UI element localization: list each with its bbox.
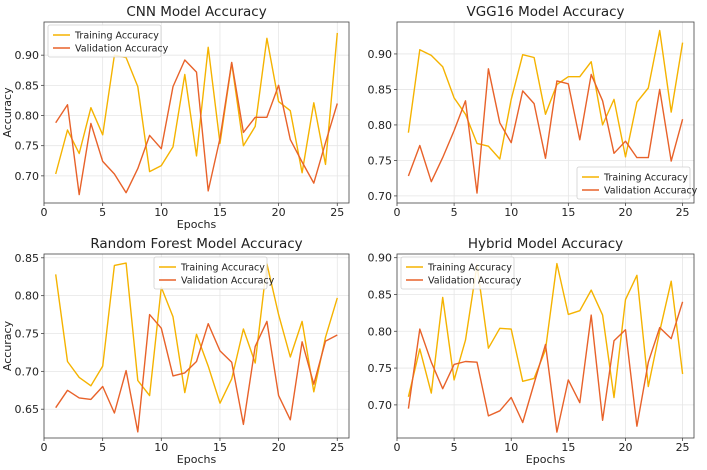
chart-title: VGG16 Model Accuracy xyxy=(466,4,624,20)
plot-frame xyxy=(396,253,695,439)
series-line-validation xyxy=(55,313,338,433)
legend-label: Training Accuracy xyxy=(603,173,688,184)
x-tick-label: 0 xyxy=(394,441,401,454)
chart-panel-2: 0 5 10 15 20 25 0.70 0.75 0.80 0.85 0.90 VGG16 Mode… xyxy=(368,4,698,219)
x-tick-label: 5 xyxy=(99,206,106,219)
x-tick-label: 0 xyxy=(41,206,48,219)
y-tick-label: 0.80 xyxy=(15,110,40,123)
legend: Training Accuracy Validation Accuracy xyxy=(47,24,169,58)
y-tick-label: 0.75 xyxy=(368,154,393,167)
x-tick-label: 15 xyxy=(213,441,227,454)
legend-label: Validation Accuracy xyxy=(181,276,275,287)
chart-panel-4: 0 5 10 15 20 25 0.70 0.75 0.80 0.85 0.90 Hybrid Mod… xyxy=(368,236,695,466)
x-tick-label: 20 xyxy=(272,206,286,219)
x-tick-label: 0 xyxy=(394,206,401,219)
y-tick-label: 0.90 xyxy=(368,252,393,265)
legend-label: Training Accuracy xyxy=(427,263,512,274)
x-tick-label: 15 xyxy=(561,206,575,219)
series-line-validation xyxy=(55,59,338,196)
legend-box xyxy=(576,166,691,200)
series-line-training xyxy=(55,32,338,175)
y-tick-label: 0.85 xyxy=(15,79,40,92)
y-tick-label: 0.65 xyxy=(15,403,40,416)
legend: Training Accuracy Validation Accuracy xyxy=(153,256,275,290)
x-tick-label: 10 xyxy=(154,206,168,219)
x-axis-label: Epochs xyxy=(177,218,217,231)
y-tick-label: 0.70 xyxy=(15,365,40,378)
x-tick-label: 0 xyxy=(41,441,48,454)
x-tick-label: 25 xyxy=(330,206,344,219)
x-tick-label: 20 xyxy=(618,206,632,219)
y-tick-label: 0.70 xyxy=(15,170,40,183)
x-tick-label: 20 xyxy=(618,441,632,454)
y-tick-label: 0.75 xyxy=(15,328,40,341)
x-axis-label: Epochs xyxy=(177,453,217,466)
y-tick-label: 0.80 xyxy=(368,325,393,338)
y-tick-label: 0.75 xyxy=(15,140,40,153)
x-tick-label: 25 xyxy=(676,441,690,454)
chart-panel-3: 0 5 10 15 20 25 0.65 0.70 0.75 0.80 0.85 Random For… xyxy=(1,236,350,466)
chart-title: Hybrid Model Accuracy xyxy=(468,236,623,252)
legend-label: Validation Accuracy xyxy=(75,44,169,55)
plot-frame xyxy=(43,21,350,204)
x-tick-label: 10 xyxy=(504,441,518,454)
y-axis-label: Accuracy xyxy=(1,87,14,138)
legend: Training Accuracy Validation Accuracy xyxy=(576,166,698,200)
chart-title: Random Forest Model Accuracy xyxy=(90,236,302,252)
y-tick-label: 0.70 xyxy=(368,190,393,203)
y-tick-label: 0.90 xyxy=(368,48,393,61)
x-tick-label: 10 xyxy=(504,206,518,219)
legend-box xyxy=(153,256,268,290)
series-line-training xyxy=(55,262,338,404)
y-tick-label: 0.85 xyxy=(368,288,393,301)
x-tick-label: 15 xyxy=(213,206,227,219)
y-tick-label: 0.70 xyxy=(368,399,393,412)
legend-box xyxy=(400,256,515,290)
y-tick-label: 0.85 xyxy=(368,83,393,96)
legend-label: Validation Accuracy xyxy=(604,186,698,197)
y-axis-label: Accuracy xyxy=(1,320,14,371)
y-tick-label: 0.80 xyxy=(368,119,393,132)
y-tick-label: 0.75 xyxy=(368,362,393,375)
x-tick-label: 15 xyxy=(561,441,575,454)
chart-title: CNN Model Accuracy xyxy=(126,4,266,20)
y-tick-label: 0.90 xyxy=(15,49,40,62)
x-tick-label: 5 xyxy=(99,441,106,454)
x-tick-label: 20 xyxy=(272,441,286,454)
x-tick-label: 10 xyxy=(154,441,168,454)
x-tick-label: 25 xyxy=(330,441,344,454)
x-axis-label: Epochs xyxy=(526,453,566,466)
series-line-validation xyxy=(407,301,684,433)
x-tick-label: 5 xyxy=(451,206,458,219)
series-line-validation xyxy=(407,68,684,194)
x-tick-label: 5 xyxy=(451,441,458,454)
plot-frame xyxy=(396,21,695,204)
y-tick-label: 0.80 xyxy=(15,290,40,303)
legend: Training Accuracy Validation Accuracy xyxy=(400,256,522,290)
legend-label: Training Accuracy xyxy=(180,263,265,274)
legend-box xyxy=(47,24,162,58)
y-tick-label: 0.85 xyxy=(15,252,40,265)
legend-label: Validation Accuracy xyxy=(428,276,522,287)
legend-label: Training Accuracy xyxy=(74,31,159,42)
plot-frame xyxy=(43,253,350,439)
chart-panel-1: 0 5 10 15 20 25 0.70 0.75 0.80 0.85 0.90 CNN Model … xyxy=(1,4,350,231)
x-tick-label: 25 xyxy=(676,206,690,219)
series-line-training xyxy=(407,29,684,160)
